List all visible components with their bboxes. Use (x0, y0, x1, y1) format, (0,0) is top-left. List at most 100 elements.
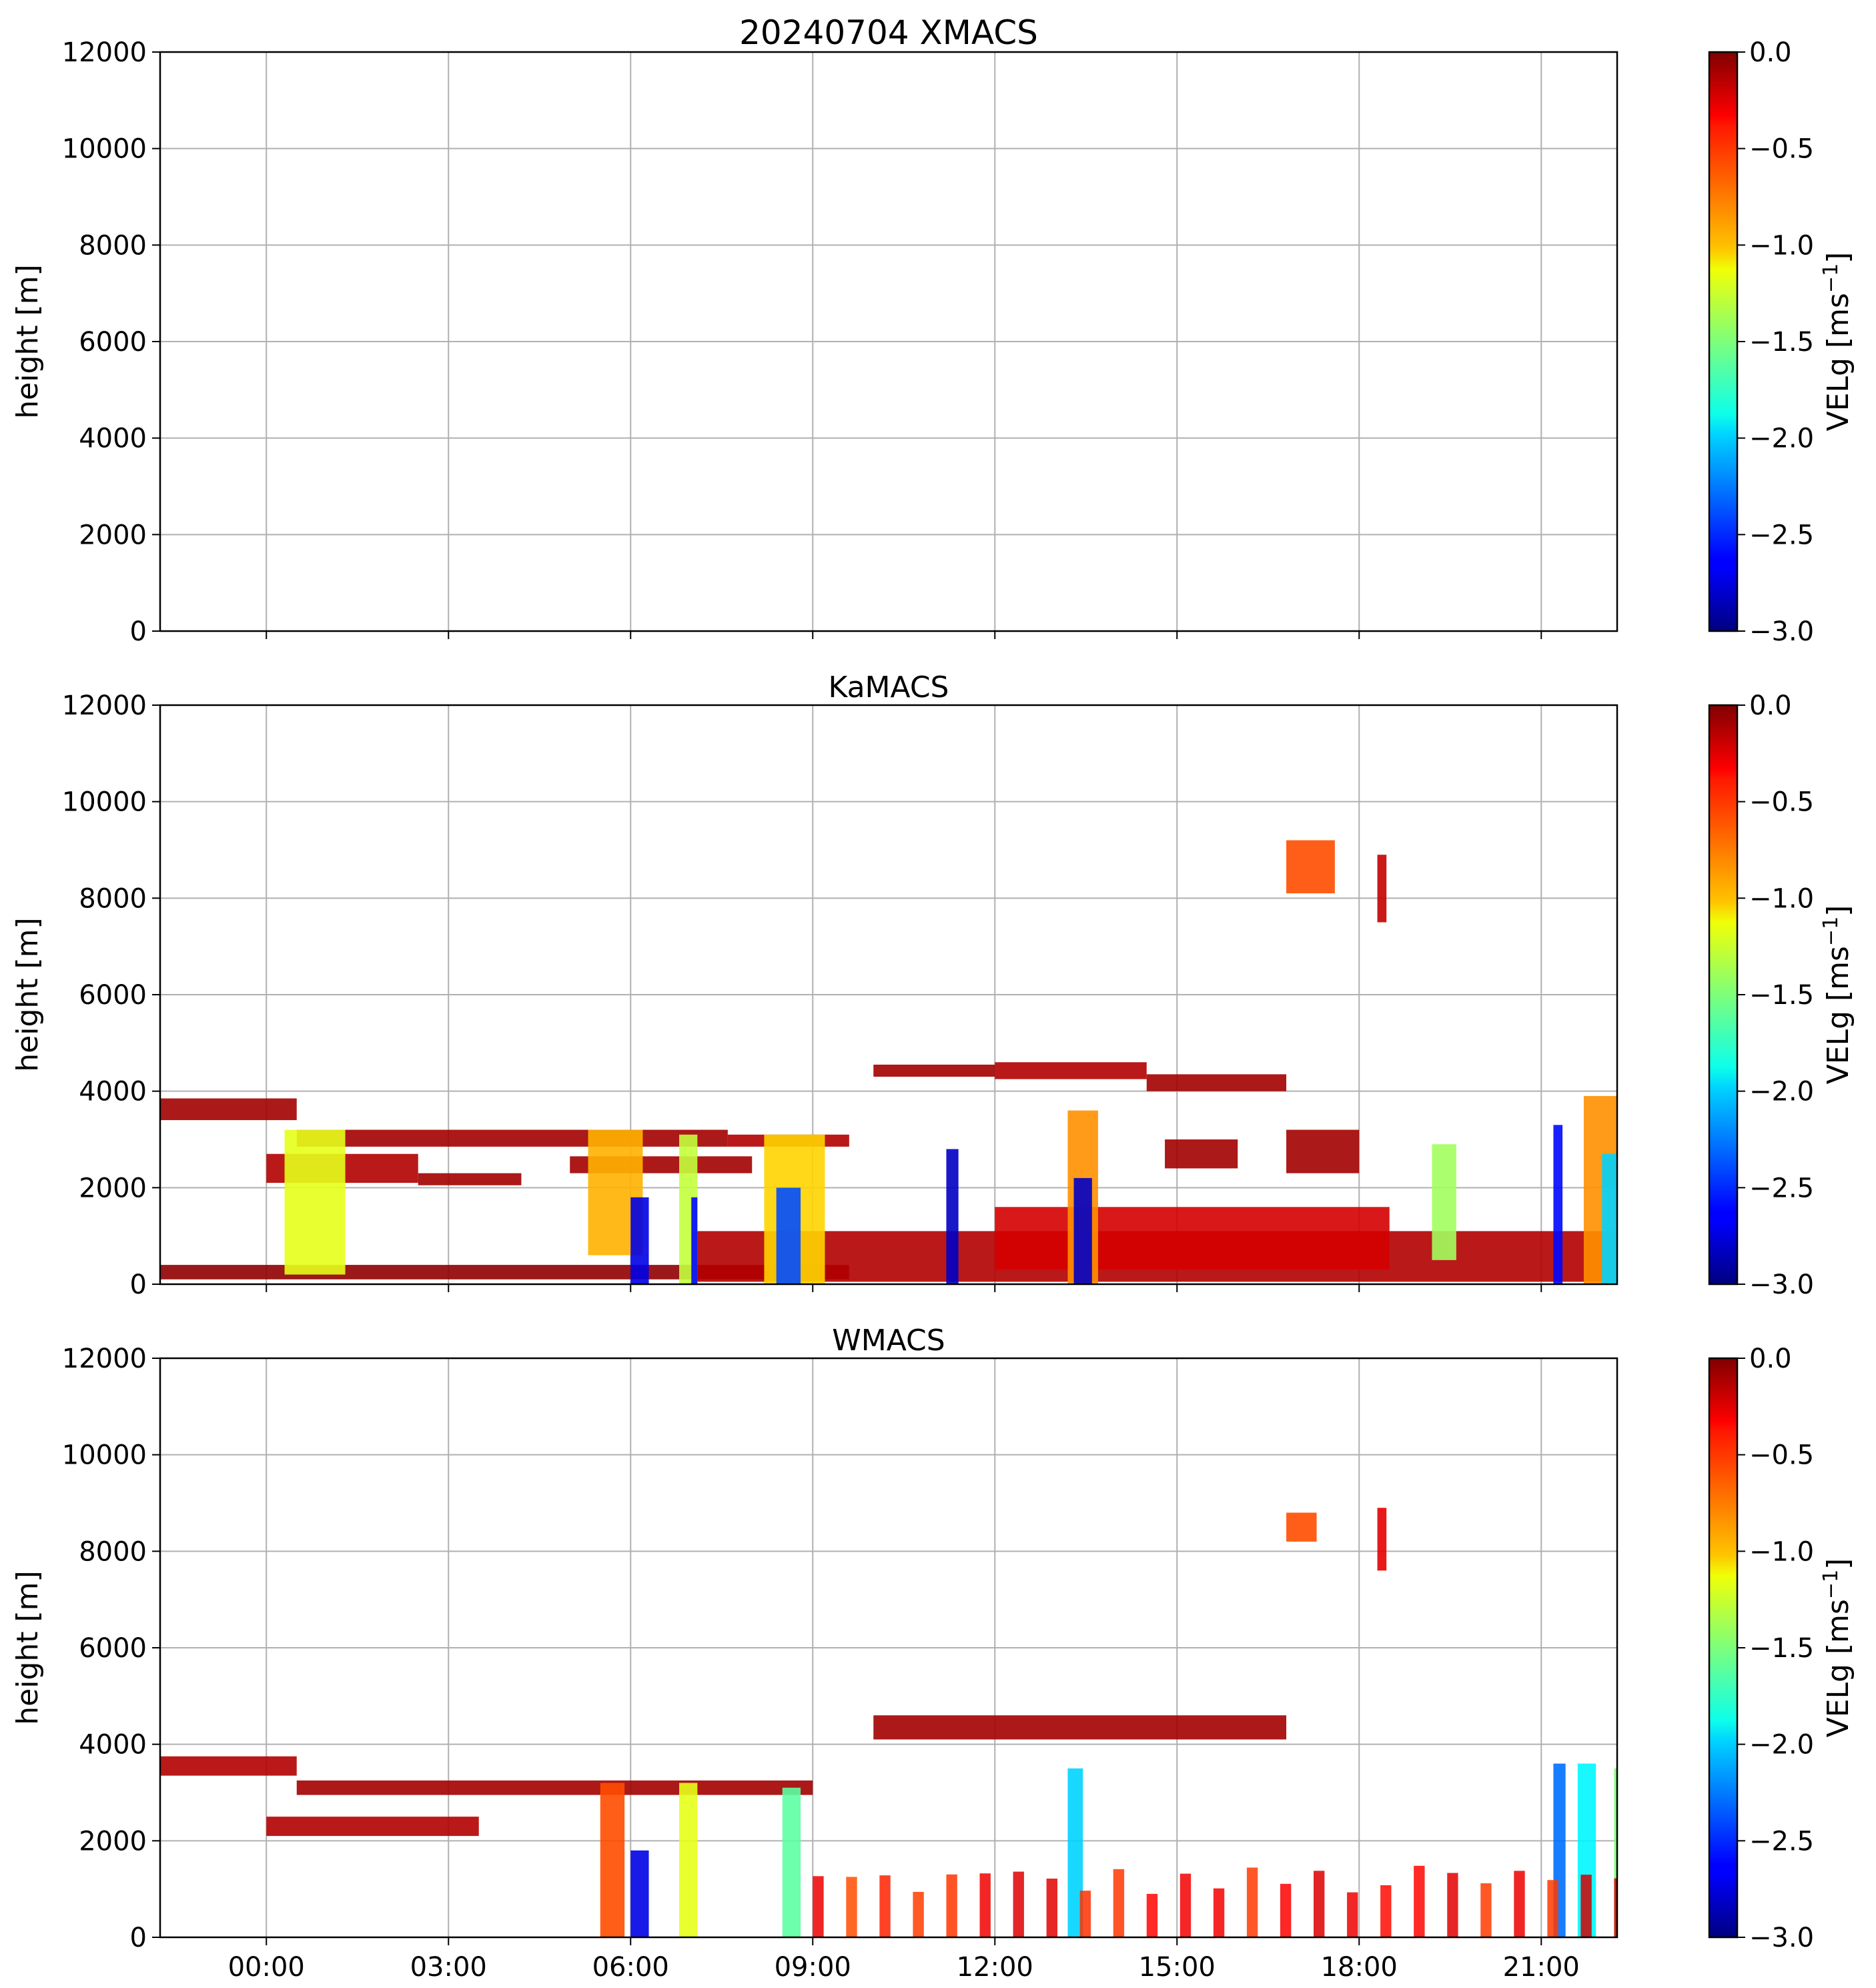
data-layer (995, 1062, 1147, 1079)
y-tick-label: 2000 (79, 520, 147, 550)
x-tick-label: 21:00 (1503, 1952, 1580, 1983)
data-column (630, 1850, 649, 1937)
y-tick-label: 6000 (79, 327, 147, 358)
data-column (600, 1783, 625, 1937)
data-strip (1580, 1875, 1592, 1937)
data-layer (1146, 1074, 1287, 1091)
x-tick-label: 12:00 (957, 1952, 1033, 1983)
data-strip (1079, 1891, 1091, 1937)
data-column (946, 1149, 959, 1284)
data-layer (160, 1508, 1617, 1937)
panel-title: WMACS (832, 1324, 945, 1358)
data-strip (979, 1873, 991, 1937)
y-tick-label: 8000 (79, 883, 147, 914)
data-layer (296, 1780, 813, 1795)
data-layer (1286, 840, 1335, 894)
data-column (691, 1197, 698, 1284)
data-column (1073, 1177, 1092, 1284)
x-tick-label: 00:00 (228, 1952, 305, 1983)
colorbar (1708, 51, 1739, 632)
data-layer (160, 840, 1617, 1284)
data-layer (266, 1817, 479, 1837)
colorbar-tick-label: 0.0 (1749, 37, 1792, 68)
colorbar-label: VELg [ms−1] (1819, 1558, 1855, 1738)
y-axis-label: height [m] (11, 264, 45, 418)
data-column (630, 1197, 649, 1284)
data-strip (1180, 1873, 1192, 1937)
x-tick-label: 15:00 (1139, 1952, 1216, 1983)
colorbar-label: VELg [ms−1] (1819, 252, 1855, 432)
panel-2: 0 2000 4000 6000 8000 10000 12000 KaMACS height … (11, 670, 1855, 1300)
y-tick-label: 12000 (62, 1344, 147, 1374)
data-strip (913, 1891, 924, 1937)
data-column (782, 1787, 801, 1937)
colorbar (1708, 1357, 1739, 1939)
x-tick-label: 18:00 (1321, 1952, 1398, 1983)
colorbar-tick-label: −2.5 (1749, 1826, 1814, 1857)
colorbar-tick-label: −1.5 (1749, 327, 1814, 358)
colorbar-tick-label: −3.0 (1749, 1270, 1814, 1300)
colorbar-tick-label: −1.5 (1749, 980, 1814, 1011)
panel-3: 0 2000 4000 6000 8000 10000 12000 00:00 03:00 06:… (11, 1324, 1855, 1983)
y-tick-label: 4000 (79, 424, 147, 454)
y-axis-label: height [m] (11, 1570, 45, 1724)
data-strip (1246, 1867, 1258, 1937)
colorbar-tick-label: −0.5 (1749, 134, 1814, 165)
data-column (1067, 1768, 1083, 1937)
y-tick-label: 0 (130, 1270, 147, 1300)
y-tick-label: 0 (130, 616, 147, 647)
colorbar-tick-label: −0.5 (1749, 787, 1814, 818)
colorbar-tick-label: −1.5 (1749, 1633, 1814, 1664)
data-strip (813, 1876, 824, 1937)
data-layer (1165, 1139, 1238, 1169)
colorbar-tick-label: 0.0 (1749, 690, 1792, 721)
y-axis-label: height [m] (11, 917, 45, 1071)
colorbar-tick-label: 0.0 (1749, 1344, 1792, 1374)
data-strip (879, 1875, 891, 1937)
data-column (679, 1783, 698, 1937)
data-layer (160, 1098, 297, 1121)
panel-1: 0 2000 4000 6000 8000 10000 12000 20240704 XMAC… (11, 13, 1855, 647)
data-strip (1414, 1865, 1425, 1937)
y-tick-label: 6000 (79, 980, 147, 1011)
data-layer (1286, 1512, 1317, 1542)
colorbar-tick-label: −2.0 (1749, 424, 1814, 454)
data-strip (1046, 1879, 1057, 1937)
data-strip (1113, 1869, 1125, 1937)
colorbar-tick-label: −1.0 (1749, 883, 1814, 914)
y-tick-label: 6000 (79, 1633, 147, 1664)
y-tick-label: 4000 (79, 1730, 147, 1761)
data-strip (846, 1877, 857, 1937)
y-tick-label: 10000 (62, 1440, 147, 1471)
colorbar (1708, 704, 1739, 1286)
x-tick-label: 03:00 (410, 1952, 487, 1983)
colorbar-tick-label: −1.0 (1749, 1536, 1814, 1567)
data-layer (418, 1173, 522, 1185)
data-strip (946, 1874, 957, 1937)
data-column (284, 1129, 346, 1275)
data-layer (1286, 1129, 1360, 1173)
colorbar-tick-label: −3.0 (1749, 1923, 1814, 1953)
panel-title: 20240704 XMACS (739, 13, 1038, 52)
data-column (776, 1187, 801, 1284)
data-strip (1447, 1873, 1458, 1937)
data-strip (1547, 1880, 1558, 1937)
data-column (1614, 1768, 1617, 1937)
data-strip (1013, 1871, 1024, 1937)
data-layer (995, 1207, 1390, 1270)
x-tick-label: 06:00 (592, 1952, 669, 1983)
data-strip (1146, 1893, 1158, 1937)
panel-title: KaMACS (829, 670, 949, 704)
colorbar-tick-label: −2.0 (1749, 1730, 1814, 1761)
y-tick-label: 8000 (79, 1536, 147, 1567)
colorbar-tick-label: −1.0 (1749, 230, 1814, 261)
y-tick-label: 10000 (62, 134, 147, 165)
y-tick-label: 2000 (79, 1826, 147, 1857)
data-layer (1377, 855, 1387, 923)
data-strip (1514, 1871, 1525, 1937)
data-layer (1377, 1508, 1387, 1571)
data-strip (1480, 1883, 1492, 1937)
data-layer (296, 1129, 728, 1147)
colorbar-tick-label: −2.0 (1749, 1077, 1814, 1107)
